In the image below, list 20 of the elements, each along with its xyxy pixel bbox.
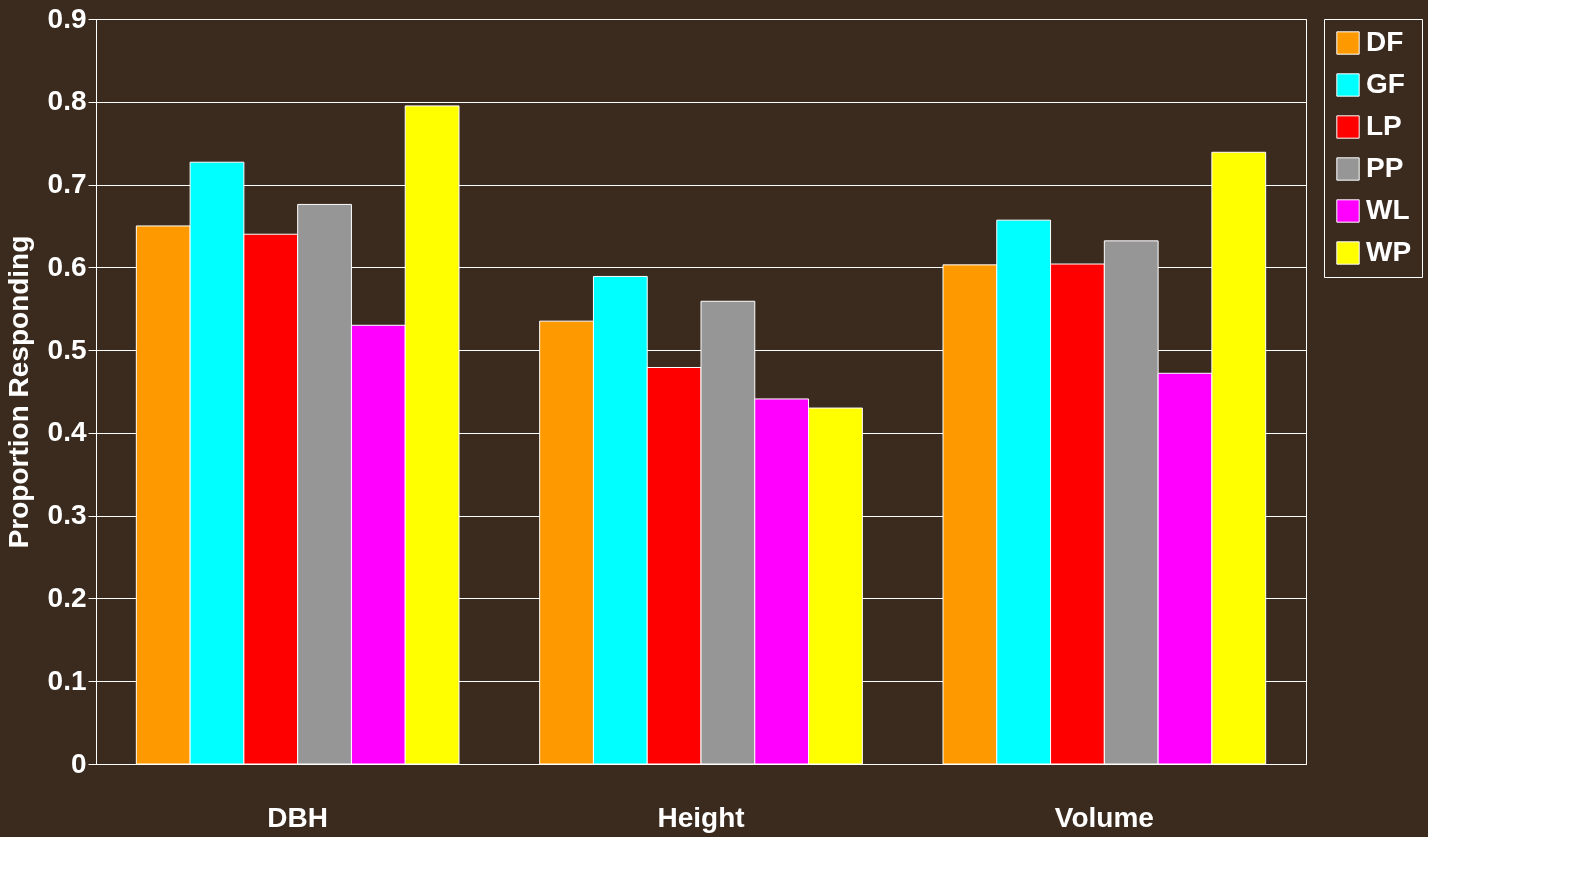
- y-tick-label: 0.7: [47, 168, 87, 200]
- x-tick-label: Volume: [1054, 801, 1154, 833]
- legend-label: DF: [1366, 26, 1404, 57]
- legend-label: GF: [1366, 68, 1405, 99]
- legend-label: WL: [1366, 194, 1410, 225]
- y-tick-label: 0.9: [47, 2, 87, 34]
- y-tick-label: 0.4: [47, 416, 87, 448]
- y-tick-label: 0.2: [47, 581, 87, 613]
- y-tick-label: 0.6: [47, 250, 87, 282]
- x-tick-label: DBH: [267, 801, 328, 833]
- y-tick-label: 0.1: [47, 664, 87, 696]
- x-tick-label: Height: [657, 801, 745, 833]
- y-tick-label: 0.5: [47, 333, 87, 365]
- y-tick-label: 0.8: [47, 85, 87, 117]
- legend-label: WP: [1366, 236, 1412, 267]
- y-axis-title: Proportion Responding: [2, 235, 34, 549]
- legend-label: LP: [1366, 110, 1402, 141]
- legend-label: PP: [1366, 152, 1404, 183]
- y-tick-label: 0: [70, 747, 87, 779]
- y-tick-label: 0.3: [47, 499, 87, 531]
